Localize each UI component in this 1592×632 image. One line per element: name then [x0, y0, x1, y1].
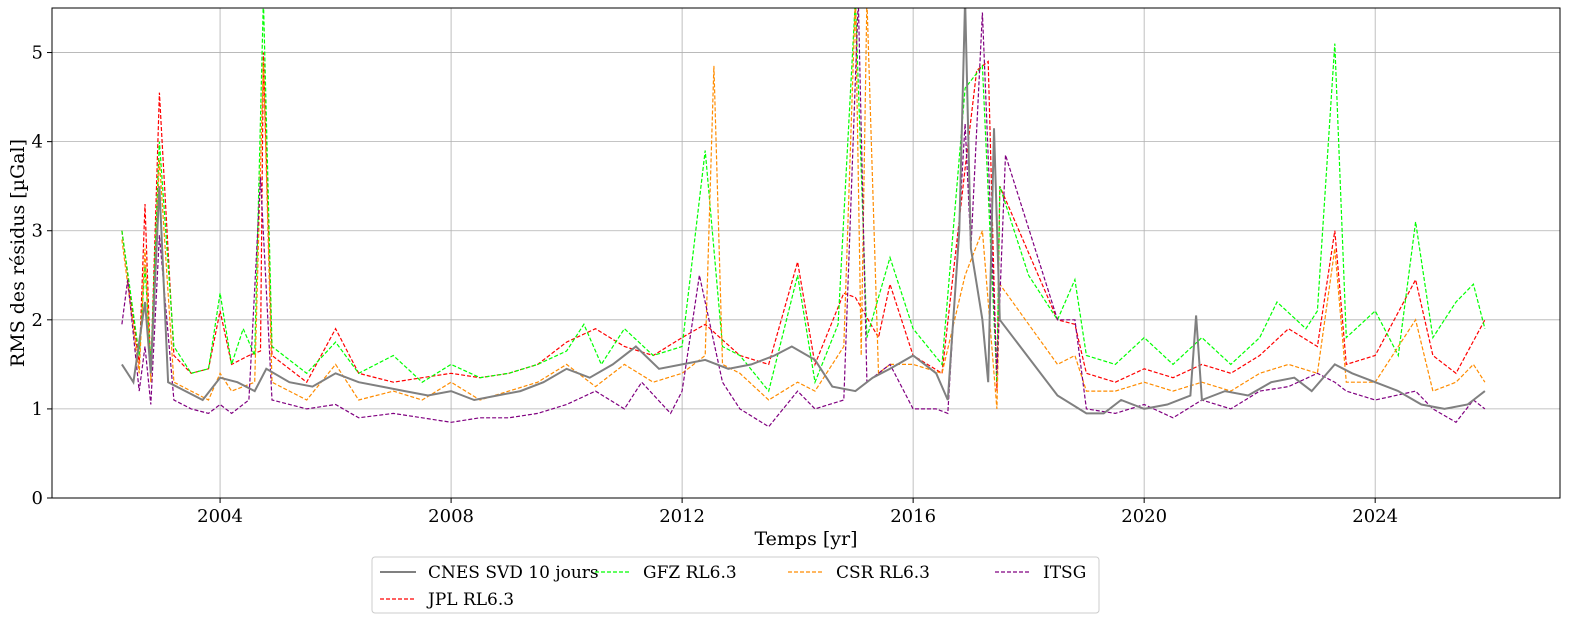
series-line-cnes-svd-10-jours: [121, 8, 1486, 415]
legend: CNES SVD 10 jours JPL RL6.3 GFZ RL6.3 CSR R…: [371, 556, 1100, 614]
y-tick-label: 4: [32, 132, 43, 153]
x-tick-label: 2004: [197, 506, 243, 527]
y-tick-label: 5: [32, 43, 43, 64]
y-tick-label: 2: [32, 310, 43, 331]
y-tick-label: 1: [32, 399, 43, 420]
y-axis-label: RMS des résidus [µGal]: [7, 139, 29, 367]
legend-label: ITSG: [1043, 563, 1086, 583]
x-tick-label: 2016: [890, 506, 936, 527]
legend-label: CSR RL6.3: [836, 563, 930, 583]
x-tick-label: 2008: [428, 506, 474, 527]
legend-label: JPL RL6.3: [426, 590, 514, 610]
legend-label: CNES SVD 10 jours: [428, 563, 599, 583]
axis-ticks: 2004 2008 2012 2016 2020 2024 0 1 2 3 4 5: [32, 43, 1399, 527]
plot-frame: [51, 7, 1561, 499]
series-line-jpl-rl6-3: [121, 52, 1486, 392]
series-line-csr-rl6-3: [121, 8, 1486, 409]
legend-label: GFZ RL6.3: [643, 563, 737, 583]
x-tick-label: 2012: [659, 506, 705, 527]
legend-frame: [371, 556, 1100, 614]
series-lines: [121, 8, 1486, 428]
series-line-itsg: [121, 8, 1486, 428]
x-tick-label: 2024: [1352, 506, 1398, 527]
series-line-gfz-rl6-3: [121, 8, 1486, 393]
y-tick-label: 3: [32, 221, 43, 242]
y-tick-label: 0: [32, 488, 43, 509]
x-tick-label: 2020: [1121, 506, 1167, 527]
x-axis-label: Temps [yr]: [754, 528, 857, 550]
